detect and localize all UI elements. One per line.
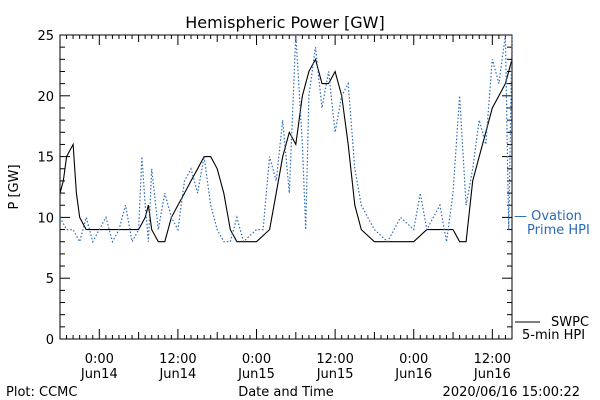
y-tick-label: 10 [37,211,54,226]
x-tick-label-date: Jun14 [80,367,118,382]
x-tick-label-time: 12:00 [474,352,511,367]
plot-timestamp: 2020/06/16 15:00:22 [443,385,580,400]
y-tick-label: 25 [37,29,54,44]
y-tick-label: 20 [37,90,54,105]
series-line-ovation-prime-hpi [59,34,513,244]
plot-frame [59,34,513,340]
x-tick-label-date: Jun16 [473,367,511,382]
x-tick-label-date: Jun16 [394,367,432,382]
x-tick-label-time: 12:00 [316,352,353,367]
legend-ovation-line1: — Ovation [514,209,582,224]
x-tick-label-date: Jun15 [316,367,354,382]
x-tick-label-date: Jun14 [158,367,196,382]
series-line-swpc-hpi [59,57,513,243]
y-axis-label: P [GW] [7,164,22,209]
x-tick-label-time: 0:00 [242,352,271,367]
x-tick-label-time: 12:00 [159,352,196,367]
x-axis: 0:00Jun1412:00Jun140:00Jun1512:00Jun150:… [59,35,513,382]
x-axis-label: Date and Time [238,385,334,400]
y-tick-label: 15 [37,151,54,166]
plot-credit: Plot: CCMC [6,385,77,400]
y-tick-label: 5 [46,272,54,287]
chart-title: Hemispheric Power [GW] [185,13,384,32]
x-tick-label-time: 0:00 [399,352,428,367]
legend-ovation-line2: Prime HPI [527,223,590,238]
x-tick-label-date: Jun15 [237,367,275,382]
x-tick-label-time: 0:00 [85,352,114,367]
legend-swpc-line2: 5-min HPI [522,328,585,343]
series-layer [59,34,513,244]
legend-swpc-line1: SWPC [551,315,589,330]
y-axis: 0 5 10 15 20 25 [37,29,512,348]
y-tick-label: 0 [46,333,54,348]
